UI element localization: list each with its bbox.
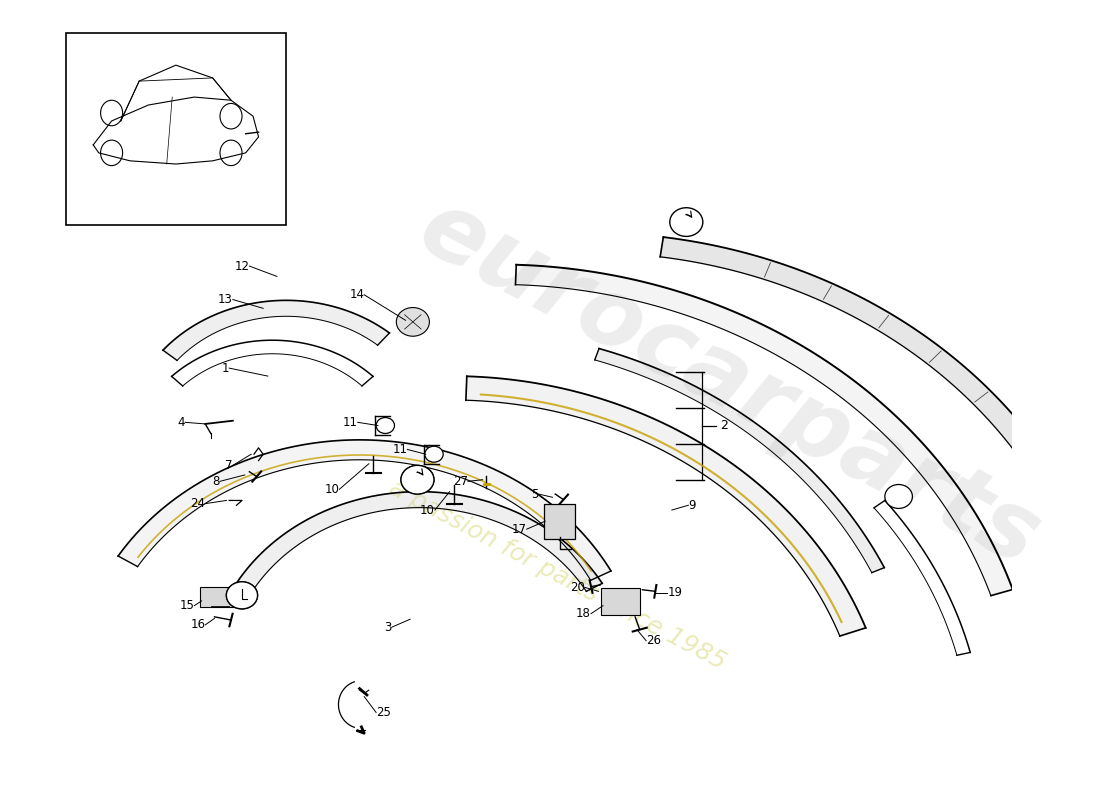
- Circle shape: [400, 466, 434, 494]
- Text: 9: 9: [689, 498, 696, 512]
- Text: 26: 26: [646, 634, 661, 647]
- Text: 5: 5: [531, 487, 539, 501]
- Text: 12: 12: [234, 259, 250, 273]
- Polygon shape: [466, 376, 866, 636]
- Circle shape: [884, 485, 912, 509]
- Text: 4: 4: [177, 416, 185, 429]
- Polygon shape: [660, 237, 1084, 530]
- FancyBboxPatch shape: [544, 504, 575, 538]
- Text: 7: 7: [226, 459, 233, 472]
- Circle shape: [227, 582, 257, 609]
- Text: 20: 20: [570, 581, 584, 594]
- FancyBboxPatch shape: [601, 588, 640, 615]
- FancyBboxPatch shape: [200, 586, 235, 607]
- Text: eurocarparts: eurocarparts: [404, 182, 1055, 586]
- Polygon shape: [118, 440, 611, 580]
- Polygon shape: [595, 349, 884, 573]
- Text: a passion for parts since 1985: a passion for parts since 1985: [385, 476, 729, 674]
- Text: 14: 14: [349, 288, 364, 302]
- Text: 10: 10: [420, 503, 434, 517]
- Text: 15: 15: [179, 599, 195, 612]
- Text: 3: 3: [384, 621, 392, 634]
- Circle shape: [425, 446, 443, 462]
- Text: 10: 10: [324, 482, 340, 496]
- Text: 19: 19: [668, 586, 682, 599]
- Circle shape: [227, 582, 257, 609]
- Circle shape: [396, 307, 429, 336]
- Text: 27: 27: [453, 475, 468, 488]
- Text: 24: 24: [190, 497, 206, 510]
- Text: 8: 8: [212, 475, 220, 488]
- Text: 1: 1: [222, 362, 229, 374]
- Polygon shape: [233, 492, 602, 597]
- Text: 16: 16: [190, 618, 206, 631]
- FancyBboxPatch shape: [66, 34, 286, 225]
- Text: 25: 25: [376, 706, 390, 719]
- Text: 17: 17: [512, 522, 527, 536]
- Circle shape: [376, 418, 395, 434]
- Text: 2: 2: [719, 419, 727, 433]
- Text: 11: 11: [343, 416, 358, 429]
- Polygon shape: [163, 300, 389, 361]
- Circle shape: [670, 208, 703, 237]
- Text: 18: 18: [576, 607, 591, 620]
- Polygon shape: [516, 265, 1013, 596]
- Circle shape: [400, 466, 434, 494]
- Text: 13: 13: [218, 293, 233, 306]
- Text: 11: 11: [393, 443, 407, 456]
